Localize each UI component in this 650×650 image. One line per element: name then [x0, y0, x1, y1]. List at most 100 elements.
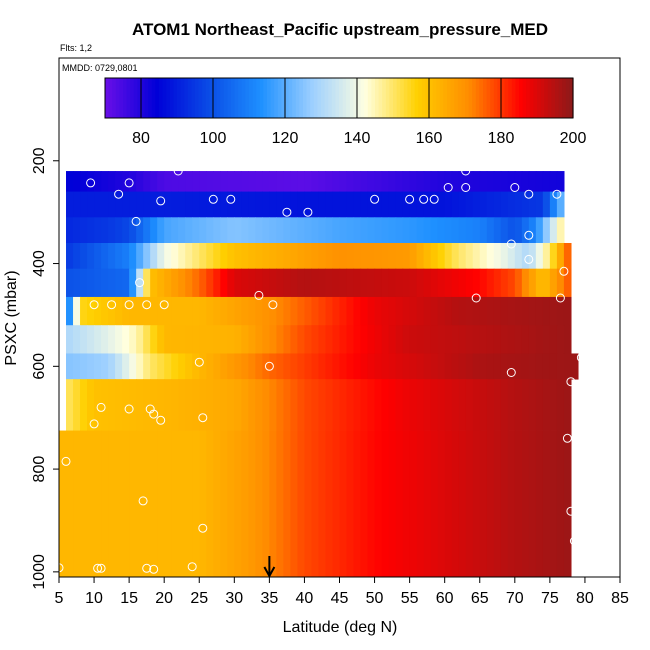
- heatmap-cell: [507, 379, 516, 431]
- heatmap-cell: [304, 242, 313, 270]
- colorbar-segment: [540, 78, 545, 118]
- heatmap-cell: [206, 242, 214, 270]
- heatmap-cell: [283, 242, 292, 270]
- heatmap-cell: [318, 325, 327, 354]
- y-tick-label: 600: [31, 353, 48, 380]
- x-tick-label: 5: [55, 590, 64, 607]
- heatmap-cell: [563, 296, 572, 326]
- heatmap-cell: [234, 353, 242, 380]
- heatmap-cell: [297, 171, 306, 192]
- heatmap-cell: [500, 430, 509, 578]
- heatmap-cell: [360, 217, 369, 244]
- heatmap-cell: [220, 242, 228, 270]
- colorbar-segment: [328, 78, 333, 118]
- heatmap-cell: [563, 242, 572, 270]
- heatmap-cell: [213, 296, 221, 326]
- heatmap-cell: [381, 296, 390, 326]
- colorbar-segment: [241, 78, 246, 118]
- heatmap-cell: [339, 268, 348, 298]
- heatmap-cell: [234, 379, 242, 431]
- heatmap-cell: [437, 191, 446, 218]
- heatmap-cell: [353, 268, 362, 298]
- colorbar-segment: [198, 78, 203, 118]
- colorbar-segment: [483, 78, 488, 118]
- heatmap-cell: [101, 171, 109, 192]
- observation-point: [142, 563, 152, 573]
- colorbar-segment: [396, 78, 401, 118]
- heatmap-cell: [472, 296, 481, 326]
- heatmap-cell: [262, 353, 270, 380]
- heatmap-cell: [395, 191, 404, 218]
- heatmap-cell: [556, 325, 565, 354]
- heatmap-cell: [66, 430, 74, 578]
- colorbar-segment: [313, 78, 318, 118]
- heatmap-cell: [129, 217, 137, 244]
- heatmap-cell: [241, 217, 249, 244]
- heatmap-cell: [108, 191, 116, 218]
- heatmap-cell: [451, 353, 460, 380]
- heatmap-cell: [73, 268, 81, 298]
- heatmap-cell: [115, 325, 123, 354]
- heatmap-cell: [150, 430, 158, 578]
- heatmap-cell: [143, 379, 151, 431]
- colorbar-segment: [367, 78, 372, 118]
- heatmap-cell: [311, 430, 320, 578]
- heatmap-cell: [563, 325, 572, 354]
- colorbar-segment: [378, 78, 383, 118]
- heatmap-cell: [143, 171, 151, 192]
- heatmap-cell: [388, 217, 397, 244]
- heatmap-cell: [332, 217, 341, 244]
- heatmap-cell: [528, 353, 537, 380]
- heatmap-cell: [199, 296, 207, 326]
- heatmap-cell: [80, 430, 88, 578]
- heatmap-cell: [388, 430, 397, 578]
- colorbar-segment: [335, 78, 340, 118]
- heatmap-cell: [94, 325, 102, 354]
- heatmap-cell: [409, 217, 418, 244]
- heatmap-cell: [248, 242, 256, 270]
- heatmap-cell: [164, 325, 172, 354]
- heatmap-cell: [297, 325, 306, 354]
- heatmap-cell: [101, 325, 109, 354]
- heatmap-cell: [514, 191, 523, 218]
- colorbar-segment: [292, 78, 297, 118]
- colorbar-segment: [403, 78, 408, 118]
- heatmap-cell: [507, 296, 516, 326]
- heatmap-cell: [269, 379, 277, 431]
- heatmap-cell: [325, 217, 334, 244]
- colorbar-segment: [249, 78, 254, 118]
- observation-point: [187, 562, 197, 572]
- heatmap-cell: [108, 242, 116, 270]
- observation-point: [107, 300, 117, 310]
- heatmap-cell: [80, 217, 88, 244]
- heatmap-cell: [332, 430, 341, 578]
- heatmap-cell: [87, 379, 95, 431]
- x-tick-label: 40: [296, 590, 314, 607]
- heatmap-cell: [206, 379, 214, 431]
- heatmap-cell: [430, 296, 439, 326]
- heatmap-cell: [493, 217, 502, 244]
- heatmap-cell: [444, 217, 453, 244]
- heatmap-cell: [360, 353, 369, 380]
- heatmap-cell: [164, 242, 172, 270]
- heatmap-cell: [192, 171, 200, 192]
- heatmap-cell: [409, 353, 418, 380]
- colorbar-segment: [281, 78, 286, 118]
- heatmap-cell: [136, 217, 144, 244]
- heatmap-cell: [276, 171, 284, 192]
- heatmap-cell: [241, 430, 249, 578]
- heatmap-cell: [108, 325, 116, 354]
- heatmap-cell: [486, 171, 495, 192]
- colorbar-segment: [547, 78, 552, 118]
- heatmap-cell: [94, 217, 102, 244]
- heatmap-cell: [388, 353, 397, 380]
- colorbar: 80 100 120 140 160 180 200: [104, 77, 586, 147]
- heatmap-cell: [549, 353, 558, 380]
- heatmap-cell: [346, 379, 355, 431]
- heatmap-cell: [115, 242, 123, 270]
- heatmap-cell: [66, 217, 74, 244]
- heatmap-cell: [108, 430, 116, 578]
- heatmap-cell: [220, 296, 228, 326]
- heatmap-cell: [304, 217, 313, 244]
